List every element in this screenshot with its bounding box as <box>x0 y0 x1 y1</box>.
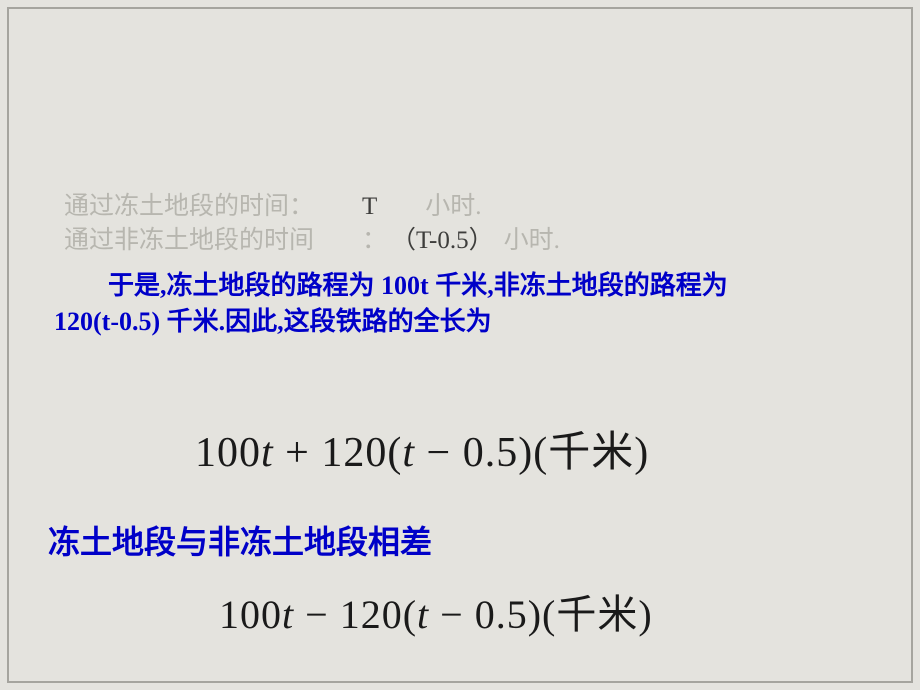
eq1-a: 100 <box>195 430 261 476</box>
eq2-b: 120( <box>340 592 417 637</box>
line-nonfrozen-time: 通过非冻土地段的时间 ： （T-0.5） 小时. <box>64 220 560 256</box>
eq1-t2: t <box>402 430 415 476</box>
eq1-t1: t <box>261 430 274 476</box>
eq2-a: 100 <box>219 592 282 637</box>
eq1-b: 120( <box>321 430 402 476</box>
line1-prefix: 通过冻土地段的时间： <box>64 186 314 222</box>
eq2-c: − 0.5)( <box>429 592 556 637</box>
para-seg2: 千米,非冻土地段的路程为 <box>435 271 728 300</box>
explanation-paragraph: 于是,冻土地段的路程为 100t 千米,非冻土地段的路程为120(t-0.5) … <box>54 268 864 341</box>
eq2-t2: t <box>417 592 429 637</box>
eq1-close: ) <box>634 430 649 476</box>
difference-heading: 冻土地段与非冻土地段相差 <box>48 517 432 563</box>
eq2-unit: 千米 <box>556 592 638 637</box>
para-val1: 100t <box>375 271 436 300</box>
eq2-minus: − <box>294 592 340 637</box>
line1-var: T <box>362 193 377 221</box>
eq1-plus: + <box>274 430 322 476</box>
para-seg1: 于是,冻土地段的路程为 <box>108 271 375 300</box>
line-frozen-time: 通过冻土地段的时间： T 小时. <box>64 186 482 222</box>
line2-prefix: 通过非冻土地段的时间 <box>64 220 314 256</box>
para-val2: 120(t-0.5) <box>54 307 167 336</box>
equation-total-length: 100t + 120(t − 0.5)(千米) <box>195 418 649 479</box>
slide-content: 通过冻土地段的时间： T 小时. 通过非冻土地段的时间 ： （T-0.5） 小时… <box>0 0 920 690</box>
eq2-close: ) <box>638 592 652 637</box>
line2-suffix: 小时. <box>504 220 560 256</box>
eq1-c: − 0.5)( <box>415 430 548 476</box>
line2-expr: （T-0.5） <box>391 220 494 256</box>
line2-colon: ： <box>362 220 387 256</box>
eq2-t1: t <box>282 592 294 637</box>
para-seg3: 千米.因此,这段铁路的全长为 <box>167 307 492 336</box>
eq1-unit: 千米 <box>548 430 634 476</box>
equation-difference: 100t − 120(t − 0.5)(千米) <box>219 582 653 640</box>
line1-suffix: 小时. <box>425 186 481 222</box>
